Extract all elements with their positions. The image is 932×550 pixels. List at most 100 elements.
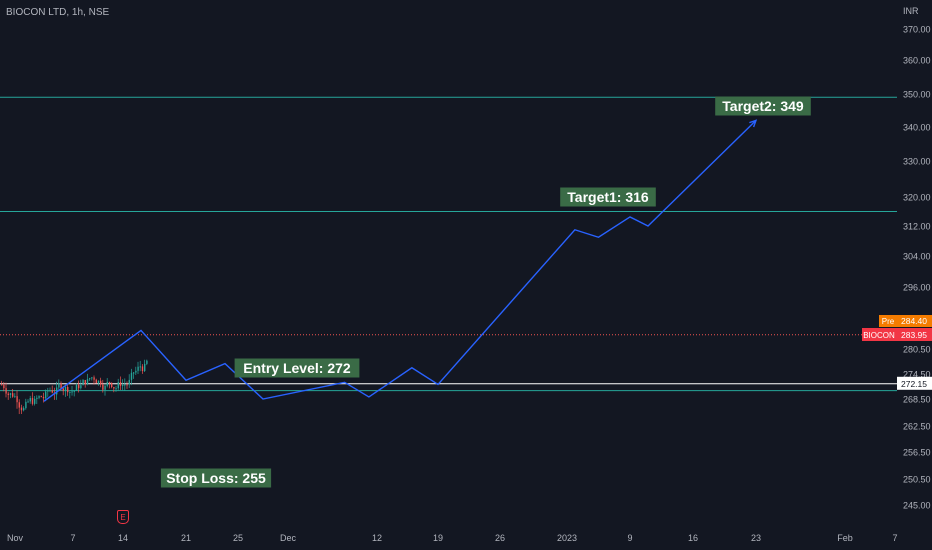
- candle-body: [29, 398, 31, 402]
- candle-body: [27, 401, 29, 403]
- candle-body: [130, 372, 133, 380]
- x-tick-label: Nov: [7, 533, 24, 543]
- target1-label: Target1: 316: [567, 189, 649, 205]
- candle-body: [126, 384, 128, 386]
- candle-body: [38, 396, 40, 398]
- candle-body: [23, 408, 25, 411]
- y-tick-label: 330.00: [903, 157, 931, 167]
- y-tick-label: 268.50: [903, 395, 931, 405]
- candle-body: [56, 387, 58, 395]
- entry-label: Entry Level: 272: [243, 360, 351, 376]
- candle-body: [31, 398, 34, 404]
- candle-body: [47, 390, 49, 392]
- candle-body: [128, 379, 130, 385]
- y-tick-label: 312.00: [903, 222, 931, 232]
- x-tick-label: 14: [118, 533, 128, 543]
- earnings-icon[interactable]: E: [117, 510, 129, 524]
- candle-body: [18, 402, 20, 408]
- ticker-title: BIOCON LTD, 1h, NSE: [6, 7, 110, 18]
- stop-label-box: [160, 468, 272, 488]
- candle-body: [82, 380, 84, 386]
- y-tick-label: 245.00: [903, 501, 931, 511]
- candle-body: [45, 391, 47, 399]
- x-tick-label: 21: [181, 533, 191, 543]
- y-tick-label: 262.50: [903, 422, 931, 432]
- last-price-badge: [897, 328, 932, 341]
- candle-body: [91, 377, 93, 379]
- x-tick-label: 7: [892, 533, 897, 543]
- entry-badge-value: 272.15: [901, 379, 927, 389]
- candle-body: [16, 396, 18, 403]
- symbol-badge: [862, 328, 897, 341]
- candle-body: [97, 380, 100, 384]
- candle-body: [144, 363, 146, 372]
- candle-body: [42, 396, 45, 399]
- candle-body: [86, 379, 89, 385]
- candle-body: [71, 391, 73, 393]
- candle-body: [60, 383, 62, 389]
- y-tick-label: 320.00: [903, 193, 931, 203]
- candle-body: [104, 385, 106, 390]
- x-tick-label: 9: [627, 533, 632, 543]
- candle-body: [122, 384, 124, 386]
- y-tick-label: 280.50: [903, 345, 931, 355]
- candle-body: [111, 382, 113, 388]
- candle-body: [69, 391, 71, 393]
- x-tick-label: 7: [70, 533, 75, 543]
- pre-badge: [897, 315, 932, 327]
- candle-body: [58, 383, 60, 388]
- candle-body: [93, 377, 95, 380]
- candle-body: [117, 382, 119, 389]
- candle-body: [67, 386, 69, 393]
- candle-body: [20, 407, 23, 411]
- x-tick-label: 16: [688, 533, 698, 543]
- x-tick-label: 25: [233, 533, 243, 543]
- y-tick-label: 256.50: [903, 448, 931, 458]
- x-tick-label: 12: [372, 533, 382, 543]
- candle-body: [80, 385, 82, 389]
- candle-body: [115, 388, 117, 390]
- x-tick-label: 23: [751, 533, 761, 543]
- candle-body: [102, 384, 104, 390]
- candle-body: [100, 380, 102, 385]
- candle-body: [146, 360, 148, 364]
- candle-body: [25, 401, 27, 409]
- symbol-badge-label: BIOCON: [863, 331, 895, 340]
- candle-body: [7, 393, 9, 395]
- candle-body: [9, 393, 12, 395]
- candle-body: [139, 366, 141, 368]
- y-tick-label: 250.50: [903, 475, 931, 485]
- candle-body: [137, 366, 139, 371]
- currency-label: INR: [903, 6, 919, 16]
- candle-body: [119, 382, 122, 386]
- x-tick-label: Feb: [837, 533, 853, 543]
- candle-body: [106, 382, 108, 386]
- candle-body: [40, 396, 42, 398]
- stop-label: Stop Loss: 255: [166, 470, 266, 486]
- target2-label: Target2: 349: [722, 98, 804, 114]
- y-tick-label: 370.00: [903, 25, 931, 35]
- candle-body: [113, 387, 115, 389]
- entry-label-box: [234, 358, 360, 378]
- candle-body: [78, 384, 80, 389]
- candle-body: [64, 386, 67, 391]
- candle-body: [73, 390, 75, 392]
- projection-path: [43, 119, 757, 402]
- candle-body: [62, 388, 64, 391]
- candle-body: [5, 388, 7, 394]
- candle-body: [108, 382, 111, 384]
- candle-body: [36, 397, 38, 399]
- entry-badge: [897, 376, 932, 390]
- y-tick-label: 274.50: [903, 370, 931, 380]
- candle-body: [14, 396, 16, 398]
- candle-body: [12, 393, 14, 397]
- pre-badge-tag: [879, 315, 897, 327]
- x-tick-label: Dec: [280, 533, 297, 543]
- y-tick-label: 296.00: [903, 283, 931, 293]
- x-tick-label: 26: [495, 533, 505, 543]
- y-tick-label: 350.00: [903, 90, 931, 100]
- y-tick-label: 360.00: [903, 56, 931, 66]
- candle-body: [1, 384, 3, 386]
